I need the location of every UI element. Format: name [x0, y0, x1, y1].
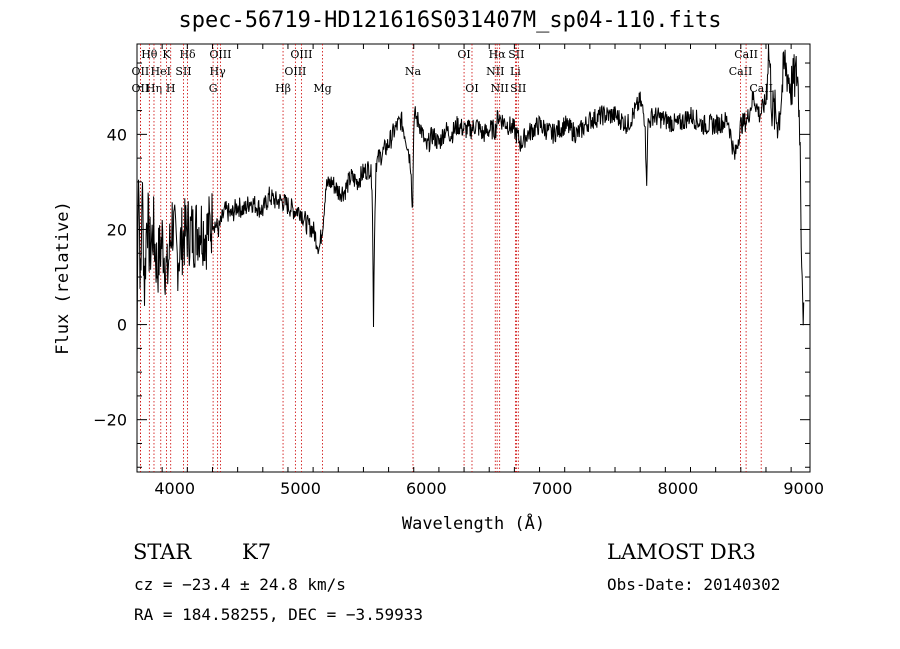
line-label: OIII [290, 48, 312, 61]
y-tick-label: −20 [93, 411, 127, 430]
line-label: Hδ [179, 48, 196, 61]
line-label: OII [132, 65, 150, 78]
line-label: CaII [729, 65, 753, 78]
y-tick-label: 0 [117, 316, 127, 335]
line-label: Hγ [210, 65, 227, 78]
line-label: Na [405, 65, 422, 78]
x-tick-label: 8000 [658, 479, 699, 498]
line-label: Mg [313, 82, 331, 95]
line-label: Hθ [141, 48, 158, 61]
object-class: STAR [133, 540, 192, 564]
survey-name: LAMOST DR3 [607, 540, 756, 564]
line-label: Li [510, 65, 521, 78]
line-label: Hη [146, 82, 162, 95]
line-label: SII [508, 48, 524, 61]
line-label: NII [486, 65, 504, 78]
y-tick-label: 20 [107, 220, 127, 239]
obs-date: Obs-Date: 20140302 [607, 575, 781, 594]
line-label: SII [510, 82, 526, 95]
y-axis-label: Flux (relative) [53, 201, 73, 355]
chart-title: spec-56719-HD121616S031407M_sp04-110.fit… [178, 8, 722, 33]
line-label: H [166, 82, 176, 95]
line-label: OI [457, 48, 470, 61]
line-label: K [162, 48, 171, 61]
line-label: OI [465, 82, 478, 95]
line-label: OII [132, 82, 150, 95]
y-tick-label: 40 [107, 125, 127, 144]
line-label: HeI [151, 65, 171, 78]
x-tick-label: 9000 [783, 479, 824, 498]
coordinates: RA = 184.58255, DEC = −3.59933 [134, 605, 423, 624]
object-subclass: K7 [242, 540, 272, 564]
line-label: G [209, 82, 218, 95]
redshift-label: cz = −23.4 ± 24.8 km/s [134, 575, 346, 594]
x-tick-label: 7000 [532, 479, 573, 498]
line-label: OIII [284, 65, 306, 78]
x-tick-label: 4000 [154, 479, 195, 498]
line-label: Hβ [275, 82, 291, 95]
line-label: NII [491, 82, 509, 95]
x-tick-label: 5000 [280, 479, 321, 498]
line-label: Hα [489, 48, 507, 61]
x-axis-label: Wavelength (Å) [402, 512, 545, 534]
line-label: OIII [209, 48, 231, 61]
line-label: SII [175, 65, 191, 78]
plot-frame [136, 43, 811, 473]
x-tick-label: 6000 [406, 479, 447, 498]
spectrum-chart: OIIHθOIIHηHeIKHSIIHδGHγOIIIHβOIIIOIIIMgN… [53, 43, 824, 534]
line-label: CaII [734, 48, 758, 61]
flux-series-line [136, 43, 805, 373]
